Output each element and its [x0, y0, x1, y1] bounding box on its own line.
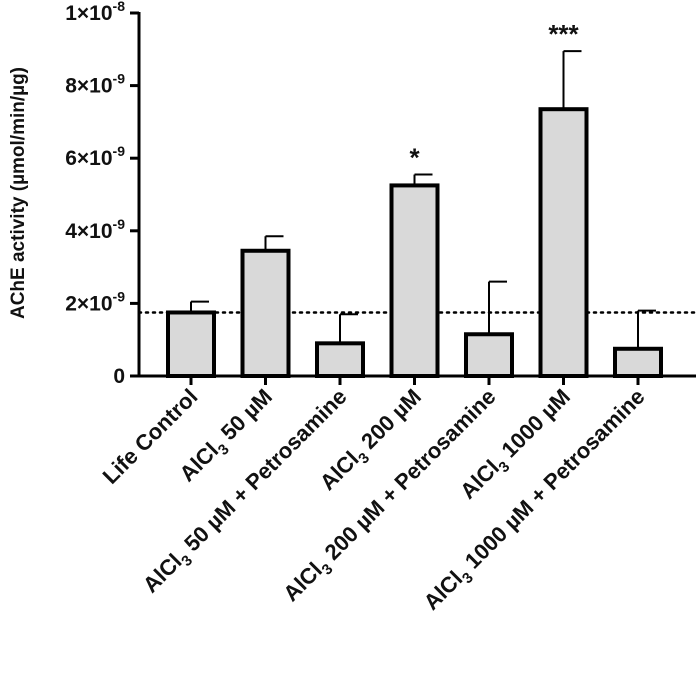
y-axis-title: AChE activity (µmol/min/µg)	[8, 67, 29, 319]
y-tick-label-5: 1×10-8	[65, 0, 125, 25]
bar-2	[240, 248, 291, 378]
bar-3	[315, 341, 365, 378]
y-tick-label-2: 4×10-9	[65, 216, 125, 243]
y-tick-label-1: 2×10-9	[65, 288, 125, 315]
y-tick-label-3: 6×10-9	[65, 143, 125, 170]
significance-marker-4: *	[409, 143, 420, 173]
bar-7	[613, 346, 663, 378]
y-tick-label-4: 8×10-9	[65, 71, 125, 98]
bar-4	[389, 183, 440, 378]
bar-5	[464, 332, 514, 379]
y-tick-label-0: 0	[113, 365, 125, 388]
significance-marker-6: ***	[548, 19, 579, 49]
bar-1	[166, 310, 216, 379]
bar-6	[538, 107, 589, 378]
